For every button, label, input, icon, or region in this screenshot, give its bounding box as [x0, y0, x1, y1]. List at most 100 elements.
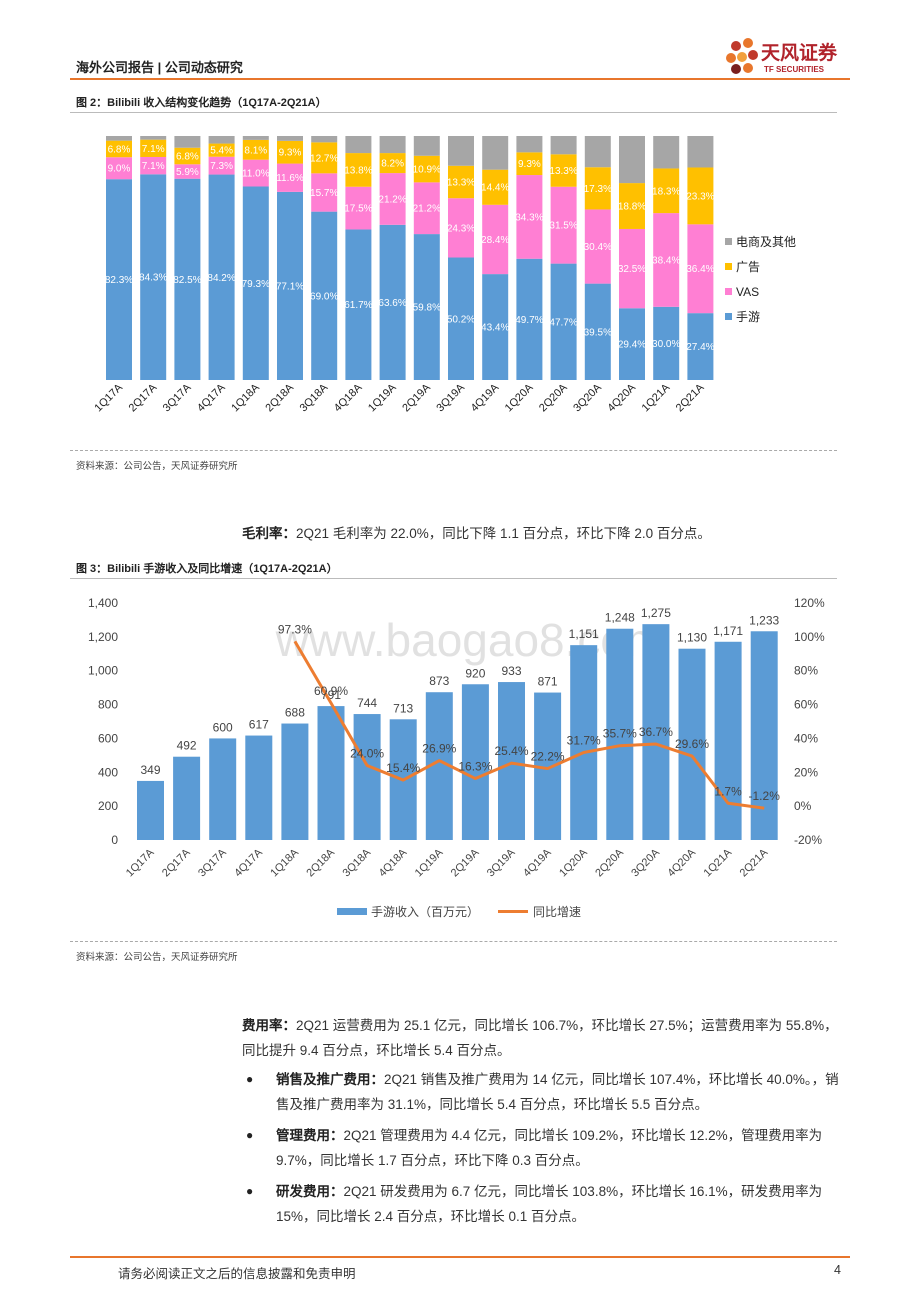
y-left-tick-label: 1,400 — [88, 596, 118, 610]
bar-segment-手游 — [653, 306, 680, 380]
cost-paragraph: 费用率：2Q21 运营费用为 25.1 亿元，同比增长 106.7%，环比增长 … — [242, 1013, 850, 1063]
y-right-tick-label: 0% — [794, 799, 812, 813]
bar-segment-广告 — [550, 154, 577, 187]
bar-segment-手游 — [687, 313, 714, 380]
footer-disclaimer: 请务必阅读正文之后的信息披露和免责申明 — [118, 1267, 356, 1281]
x-tick-label: 2Q20A — [537, 381, 570, 414]
cost-text: 2Q21 运营费用为 25.1 亿元，同比增长 106.7%，环比增长 27.5… — [242, 1018, 838, 1058]
bar-data-label: 10.9% — [413, 165, 441, 176]
bar-segment-电商及其他 — [311, 136, 338, 143]
bar-segment-电商及其他 — [653, 136, 680, 169]
bar-data-label: 6.8% — [108, 144, 131, 155]
bar-value-label: 933 — [501, 664, 521, 678]
y-left-tick-label: 1,000 — [88, 664, 118, 678]
bar-data-label: 23.3% — [686, 191, 714, 202]
bar-segment-广告 — [482, 169, 509, 205]
bar-segment-电商及其他 — [106, 136, 132, 141]
bar-segment-电商及其他 — [584, 136, 611, 168]
x-tick-label: 1Q18A — [268, 846, 301, 879]
bar-data-label: 84.2% — [207, 273, 235, 284]
legend-swatch — [725, 238, 732, 245]
y-left-tick-label: 600 — [98, 731, 118, 745]
footer-rule — [70, 1256, 850, 1258]
bar-value-label: 600 — [213, 720, 233, 734]
bar-segment-手游 — [208, 174, 235, 380]
bar-data-label: 5.4% — [210, 146, 233, 157]
bar-segment-广告 — [106, 140, 132, 158]
bar-segment-广告 — [277, 140, 303, 164]
bar-segment-电商及其他 — [208, 136, 235, 144]
bar-value-label: 492 — [177, 739, 197, 753]
bar-data-label: 34.3% — [515, 212, 543, 223]
bar-segment-广告 — [242, 139, 269, 160]
bar-segment-手游 — [106, 179, 132, 380]
bar-segment-VAS — [106, 157, 132, 180]
y-right-tick-label: 80% — [794, 664, 818, 678]
bar-segment-手游 — [242, 186, 269, 380]
fig3-title: 图 3：Bilibili 手游收入及同比增速（1Q17A-2Q21A） — [76, 563, 338, 575]
bar-segment-广告 — [208, 143, 235, 157]
bar-segment-广告 — [516, 152, 543, 176]
bar-data-label: 12.7% — [310, 153, 338, 164]
legend-label: 同比增速 — [533, 905, 581, 919]
x-tick-label: 2Q18A — [263, 381, 296, 414]
x-tick-label: 1Q21A — [702, 846, 735, 879]
line-value-label: 1.7% — [714, 784, 742, 798]
bullet-item: 研发费用：2Q21 研发费用为 6.7 亿元，同比增长 103.8%，环比增长 … — [276, 1179, 850, 1229]
cost-label: 费用率： — [242, 1018, 296, 1033]
revenue-bar — [209, 738, 237, 840]
bar-value-label: 1,275 — [641, 606, 671, 620]
bar-value-label: 744 — [357, 696, 377, 710]
bar-segment-手游 — [379, 224, 406, 380]
bar-value-label: 791 — [321, 688, 341, 702]
bar-data-label: 9.3% — [279, 148, 302, 159]
bar-value-label: 873 — [429, 674, 449, 688]
bar-segment-手游 — [311, 211, 338, 380]
bar-data-label: 28.4% — [481, 235, 509, 246]
bar-data-label: 63.6% — [378, 298, 406, 309]
bar-segment-手游 — [482, 274, 509, 380]
bar-value-label: 871 — [538, 675, 558, 689]
bar-segment-手游 — [140, 174, 167, 380]
company-logo: 天风证券 TF SECURITIES — [724, 34, 852, 78]
bar-segment-手游 — [619, 308, 645, 380]
x-tick-label: 1Q19A — [366, 381, 399, 414]
x-tick-label: 1Q17A — [92, 381, 125, 414]
page-number: 4 — [834, 1263, 841, 1277]
bar-data-label: 7.3% — [210, 161, 233, 172]
legend-swatch — [725, 313, 732, 320]
line-value-label: 15.4% — [386, 761, 420, 775]
y-right-tick-label: 120% — [794, 596, 825, 610]
x-tick-label: 1Q20A — [557, 846, 590, 879]
watermark-text: www.baogao8.com — [275, 614, 665, 666]
revenue-bar — [353, 714, 381, 840]
bar-segment-广告 — [448, 165, 474, 199]
bar-data-label: 77.1% — [276, 281, 304, 292]
legend-swatch — [725, 263, 732, 270]
bar-data-label: 59.8% — [413, 303, 441, 314]
bar-data-label: 82.3% — [105, 275, 133, 286]
fig2-top-rule — [70, 112, 837, 113]
x-tick-label: 2Q18A — [304, 846, 337, 879]
line-value-label: 22.2% — [531, 750, 565, 764]
bar-data-label: 13.3% — [447, 177, 475, 188]
bar-segment-广告 — [311, 142, 338, 174]
bar-segment-VAS — [550, 186, 577, 264]
bar-data-label: 24.3% — [447, 223, 475, 234]
revenue-bar — [281, 723, 309, 840]
bar-data-label: 8.2% — [381, 159, 404, 170]
x-tick-label: 4Q18A — [377, 846, 410, 879]
fig2-source: 资料来源：公司公告，天风证券研究所 — [76, 461, 238, 472]
bar-segment-广告 — [687, 167, 714, 225]
revenue-bar — [461, 684, 489, 840]
x-tick-label: 4Q20A — [665, 846, 698, 879]
legend-label: 电商及其他 — [736, 234, 796, 249]
revenue-bar — [245, 735, 273, 840]
bar-segment-VAS — [687, 224, 714, 314]
bar-segment-电商及其他 — [550, 136, 577, 155]
bar-segment-VAS — [516, 175, 543, 259]
legend-label: 手游 — [736, 310, 760, 324]
bar-value-label: 1,130 — [677, 631, 707, 645]
legend-label: 手游收入（百万元） — [371, 905, 479, 919]
bar-segment-VAS — [448, 198, 474, 258]
